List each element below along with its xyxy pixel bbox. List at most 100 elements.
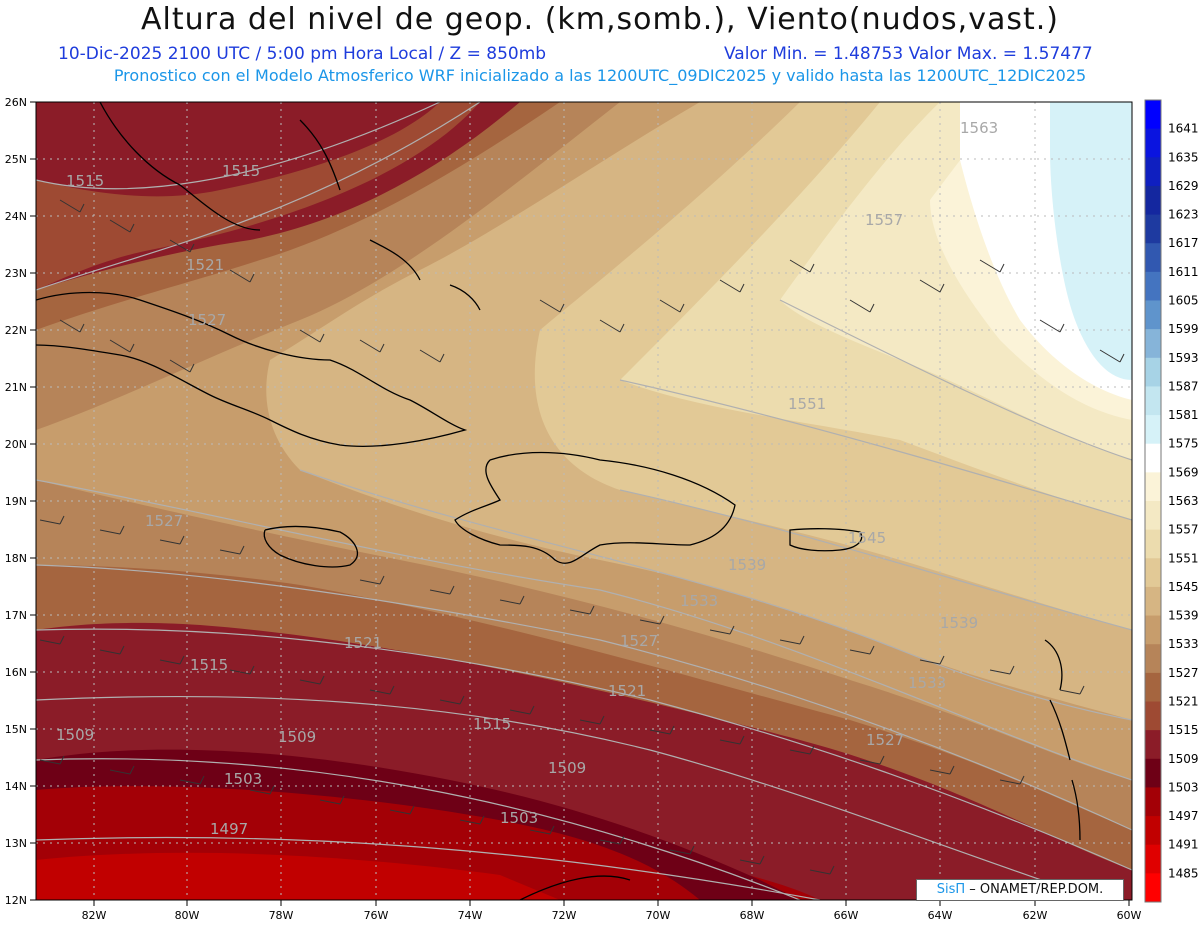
colorbar-swatch — [1145, 844, 1161, 874]
colorbar-label: 1545 — [1168, 580, 1199, 594]
lon-label: 66W — [834, 909, 859, 922]
colorbar-swatch — [1145, 271, 1161, 301]
colorbar-swatch — [1145, 758, 1161, 788]
colorbar-swatch — [1145, 501, 1161, 531]
bahamas-coastline — [299, 119, 481, 311]
colorbar-label: 1521 — [1168, 695, 1199, 709]
lon-label: 64W — [928, 909, 953, 922]
colorbar-label: 1641 — [1168, 122, 1199, 136]
lat-label: 16N — [5, 666, 27, 679]
contour-label: 1527 — [145, 512, 183, 530]
colorbar-label: 1617 — [1168, 236, 1199, 250]
axis-ticks — [30, 101, 1130, 906]
graticule — [36, 102, 1132, 900]
lon-labels: 82W 80W 78W 76W 74W 72W 70W 68W 66W 64W … — [82, 909, 1142, 922]
contour-label: 1521 — [186, 256, 224, 274]
contour-label: 1551 — [788, 395, 826, 413]
contour-label: 1509 — [56, 726, 94, 744]
colorbar-swatch — [1145, 644, 1161, 674]
contour-lines — [36, 102, 1132, 900]
contour-label: 1497 — [210, 820, 248, 838]
colorbar-swatch — [1145, 529, 1161, 559]
contour-label: 1515 — [473, 715, 511, 733]
hispaniola-coastline — [454, 451, 736, 564]
colorbar-label: 1623 — [1168, 208, 1199, 222]
lon-label: 72W — [552, 909, 577, 922]
lat-label: 23N — [5, 267, 27, 280]
contour-label: 1515 — [66, 172, 104, 190]
colorbar-label: 1581 — [1168, 408, 1199, 422]
colorbar-swatch — [1145, 157, 1161, 187]
contour-label: 1515 — [190, 656, 228, 674]
lat-label: 22N — [5, 324, 27, 337]
lon-label: 62W — [1023, 909, 1048, 922]
colorbar-swatch — [1145, 472, 1161, 502]
lat-labels: 26N 25N 24N 23N 22N 21N 20N 19N 18N 17N … — [5, 96, 27, 907]
band-1575 — [1050, 102, 1132, 380]
colorbar-swatch — [1145, 357, 1161, 387]
contour-label: 1563 — [960, 119, 998, 137]
colorbar-label: 1527 — [1168, 666, 1199, 680]
colorbar-label: 1611 — [1168, 265, 1199, 279]
lon-label: 70W — [646, 909, 671, 922]
colorbar-label: 1551 — [1168, 551, 1199, 565]
venezuela-coastline — [519, 875, 631, 900]
cuba-coastline — [36, 291, 468, 447]
jamaica-coastline — [263, 525, 359, 568]
lat-label: 15N — [5, 723, 27, 736]
lat-label: 25N — [5, 153, 27, 166]
credit-text: – ONAMET/REP.DOM. — [965, 882, 1104, 897]
colorbar-label: 1515 — [1168, 723, 1199, 737]
coastlines — [36, 102, 1081, 900]
lat-label: 12N — [5, 894, 27, 907]
colorbar-swatch — [1145, 214, 1161, 244]
contour-label: 1515 — [222, 162, 260, 180]
colorbar-label: 1569 — [1168, 465, 1199, 479]
colorbar-swatch — [1145, 558, 1161, 588]
colorbar-swatch — [1145, 415, 1161, 445]
contour-label: 1533 — [680, 592, 718, 610]
colorbar-swatch — [1145, 300, 1161, 330]
model-info-text: Pronostico con el Modelo Atmosferico WRF… — [113, 66, 1087, 85]
contour-label: 1503 — [500, 809, 538, 827]
colorbar-label: 1593 — [1168, 351, 1199, 365]
lat-label: 18N — [5, 552, 27, 565]
credit-box: SisΠ – ONAMET/REP.DOM. — [916, 879, 1124, 901]
valid-time-text: 10-Dic-2025 2100 UTC / 5:00 pm Hora Loca… — [58, 44, 547, 64]
colorbar-swatch — [1145, 787, 1161, 817]
lon-label: 74W — [458, 909, 483, 922]
contour-label: 1509 — [278, 728, 316, 746]
colorbar-swatch — [1145, 730, 1161, 760]
colorbar-label: 1587 — [1168, 379, 1199, 393]
geopotential-map: 1515 1515 1521 1527 1563 1557 1551 1527 … — [5, 96, 1199, 922]
florida-coastline — [99, 102, 261, 231]
colorbar: 1641 1635 1629 1623 1617 1611 1605 1599 1593 1587… — [1144, 99, 1199, 903]
colorbar-swatch — [1145, 873, 1161, 903]
colorbar-label: 1497 — [1168, 809, 1199, 823]
map-title: Altura del nivel de geop. (km,somb.), Vi… — [141, 2, 1059, 37]
colorbar-label: 1563 — [1168, 494, 1199, 508]
lat-label: 20N — [5, 438, 27, 451]
band-1509-upper — [36, 102, 440, 197]
contour-label: 1527 — [188, 311, 226, 329]
lon-label: 80W — [175, 909, 200, 922]
contour-label: 1533 — [908, 674, 946, 692]
colorbar-label: 1599 — [1168, 322, 1199, 336]
colorbar-swatch — [1145, 443, 1161, 473]
colorbar-label: 1533 — [1168, 637, 1199, 651]
lon-label: 68W — [740, 909, 765, 922]
lat-label: 19N — [5, 495, 27, 508]
colorbar-label: 1485 — [1168, 866, 1199, 880]
contour-bands — [36, 102, 1132, 900]
sispi-logo-text: SisΠ — [936, 882, 966, 897]
colorbar-swatch — [1145, 243, 1161, 273]
lat-label: 24N — [5, 210, 27, 223]
colorbar-label: 1629 — [1168, 179, 1199, 193]
lat-label: 21N — [5, 381, 27, 394]
contour-label: 1503 — [224, 770, 262, 788]
min-max-text: Valor Min. = 1.48753 Valor Max. = 1.5747… — [724, 44, 1093, 64]
colorbar-swatch — [1145, 586, 1161, 617]
contour-label: 1539 — [940, 614, 978, 632]
colorbar-swatch — [1145, 185, 1161, 216]
lon-label: 82W — [82, 909, 107, 922]
